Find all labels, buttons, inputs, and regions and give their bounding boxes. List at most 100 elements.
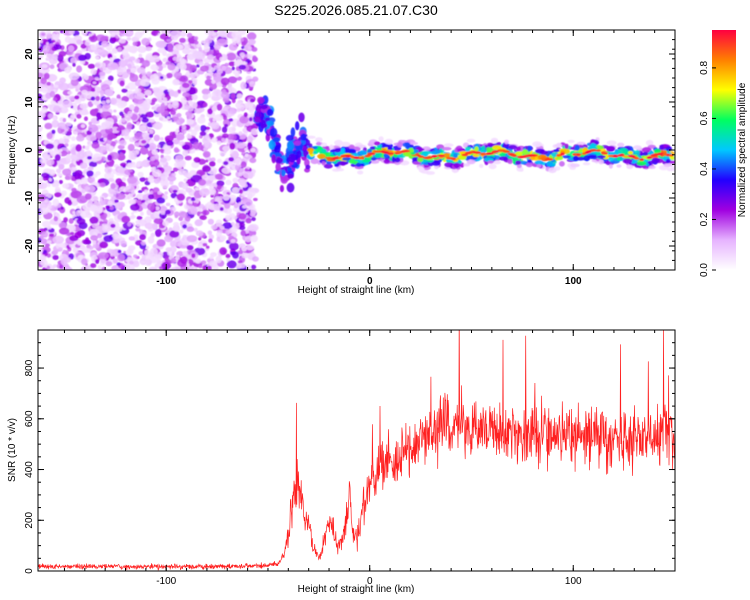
noise-blob	[193, 124, 201, 132]
noise-blob	[159, 117, 164, 121]
noise-blob	[90, 204, 98, 211]
noise-blob	[174, 44, 184, 51]
noise-blob	[63, 135, 67, 139]
noise-blob	[42, 249, 48, 254]
noise-blob	[107, 200, 113, 207]
noise-blob	[223, 161, 229, 166]
noise-blob	[172, 79, 180, 86]
noise-blob	[53, 216, 59, 222]
noise-blob	[117, 47, 122, 53]
noise-blob	[231, 198, 235, 202]
noise-blob	[95, 259, 100, 264]
noise-blob	[215, 219, 223, 227]
noise-blob	[77, 133, 83, 140]
signal-blob	[606, 140, 617, 146]
noise-blob	[91, 157, 98, 163]
signal-blob	[326, 161, 332, 165]
noise-blob	[98, 71, 106, 77]
noise-blob	[186, 32, 193, 39]
noise-blob	[214, 203, 221, 211]
signal-blob	[636, 161, 647, 166]
noise-blob	[59, 264, 64, 269]
noise-blob	[211, 105, 217, 112]
noise-blob	[134, 88, 140, 92]
noise-blob	[138, 125, 147, 132]
noise-blob	[241, 198, 253, 207]
noise-blob	[43, 153, 51, 159]
noise-blob	[88, 33, 93, 37]
signal-blob	[590, 143, 596, 149]
noise-blob	[39, 207, 49, 215]
noise-blob	[183, 43, 191, 50]
noise-blob	[241, 55, 245, 60]
noise-blob	[201, 209, 210, 216]
signal-blob	[564, 143, 569, 150]
noise-blob	[76, 113, 82, 119]
noise-blob	[201, 88, 211, 95]
noise-blob	[107, 249, 111, 253]
noise-blob	[171, 49, 180, 56]
noise-blob	[223, 186, 227, 191]
x-tick-label: 0	[367, 576, 373, 587]
noise-blob	[51, 120, 59, 128]
noise-blob	[172, 238, 183, 247]
transition-blob	[295, 121, 300, 131]
noise-blob	[146, 246, 149, 250]
noise-blob	[84, 116, 88, 121]
signal-blob	[323, 163, 333, 169]
noise-blob	[108, 63, 111, 67]
noise-blob	[103, 103, 111, 110]
signal-blob	[490, 137, 499, 144]
noise-blob	[149, 156, 156, 161]
noise-blob	[99, 182, 106, 188]
noise-blob	[231, 221, 235, 226]
noise-blob	[223, 106, 227, 111]
noise-blob	[164, 191, 168, 195]
noise-blob	[145, 46, 152, 52]
noise-blob	[197, 243, 203, 249]
noise-blob	[93, 100, 99, 106]
signal-blob	[598, 159, 604, 165]
signal-blob	[641, 147, 652, 153]
noise-blob	[70, 57, 77, 65]
noise-blob	[111, 233, 120, 240]
signal-blob	[357, 170, 364, 175]
noise-blob	[231, 66, 235, 71]
noise-blob	[88, 161, 98, 168]
noise-blob	[54, 192, 62, 198]
signal-blob	[436, 144, 445, 150]
noise-blob	[198, 264, 203, 269]
noise-blob	[38, 93, 43, 100]
noise-blob	[135, 227, 141, 232]
noise-blob	[159, 157, 167, 163]
noise-blob	[153, 134, 160, 142]
noise-blob	[182, 82, 190, 89]
noise-blob	[242, 61, 248, 65]
noise-blob	[165, 209, 171, 215]
noise-blob	[70, 78, 79, 87]
noise-blob	[186, 113, 193, 119]
noise-blob	[49, 58, 55, 64]
noise-blob	[68, 95, 76, 102]
noise-blob	[59, 173, 63, 177]
noise-blob	[133, 234, 139, 238]
noise-blob	[94, 63, 101, 68]
noise-blob	[232, 177, 239, 183]
noise-blob	[228, 118, 234, 122]
signal-blob	[556, 142, 562, 148]
signal-blob	[466, 159, 476, 165]
noise-blob	[208, 234, 214, 240]
signal-blob	[465, 155, 475, 160]
noise-blob	[39, 158, 47, 164]
noise-blob	[114, 199, 119, 203]
noise-blob	[241, 252, 250, 259]
noise-blob	[95, 131, 102, 139]
signal-peak	[373, 150, 381, 153]
noise-blob	[236, 142, 246, 149]
noise-blob	[109, 145, 114, 150]
noise-blob	[184, 104, 189, 110]
noise-blob	[237, 250, 244, 255]
figure-title: S225.2026.085.21.07.C30	[274, 2, 438, 18]
noise-blob	[148, 133, 154, 138]
noise-blob	[199, 215, 207, 221]
